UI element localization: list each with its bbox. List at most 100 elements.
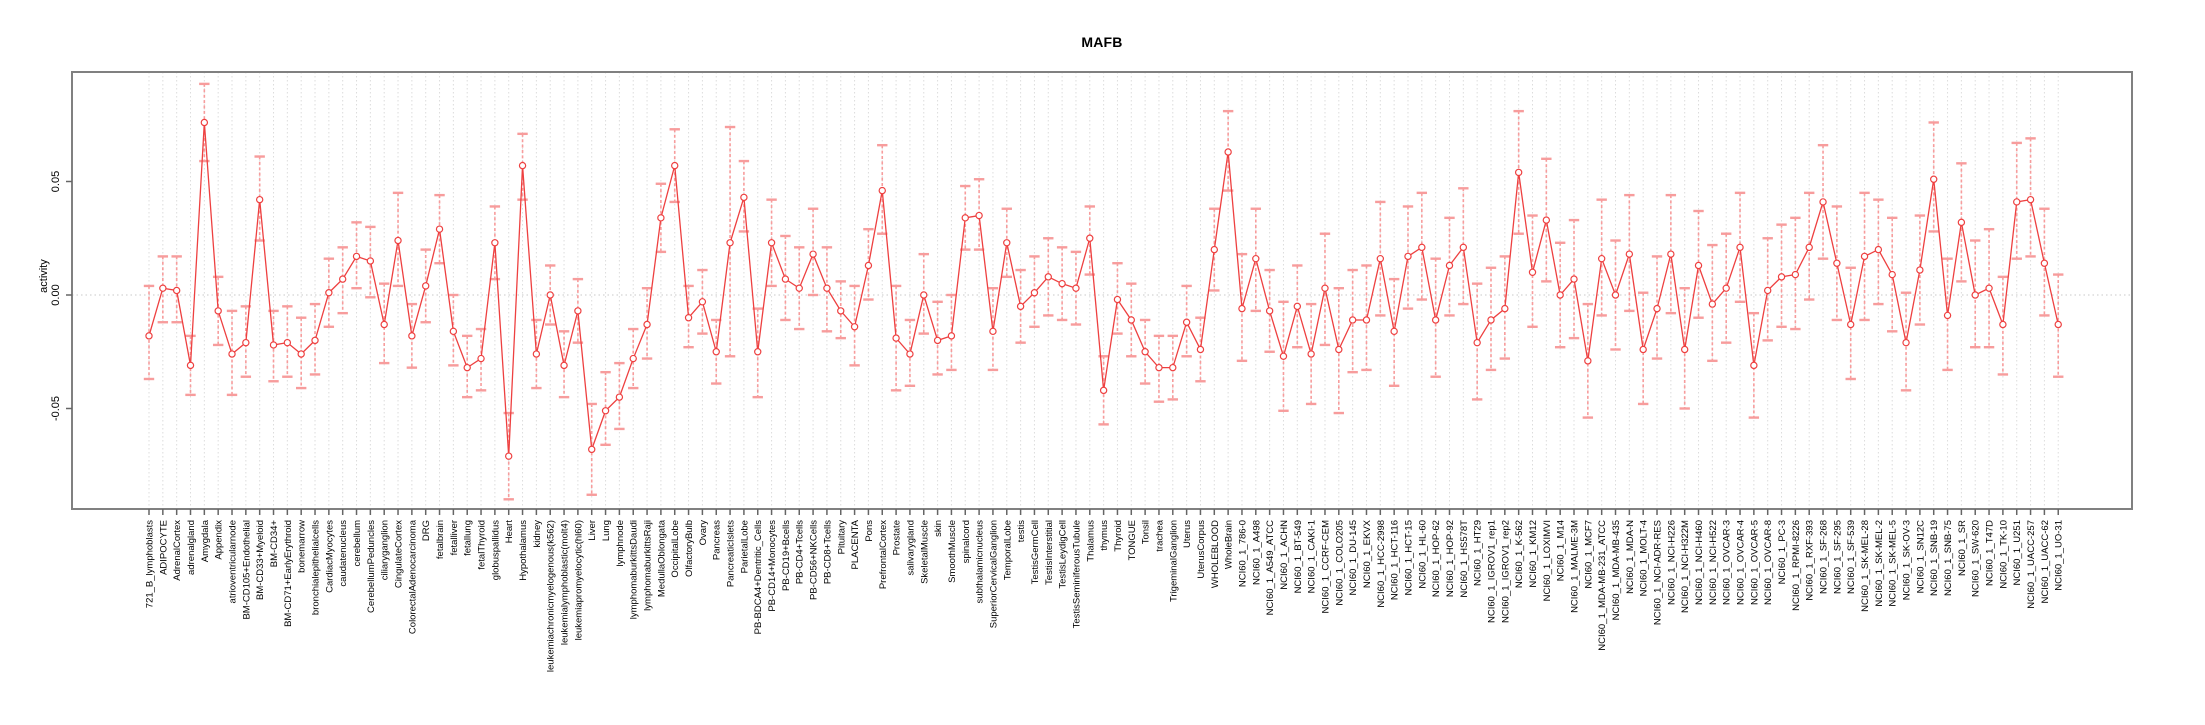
data-point-marker (878, 186, 886, 195)
gridlines (72, 72, 2132, 509)
data-point-marker (850, 323, 859, 331)
x-tick-label: NCI60_1_SF-268 (1819, 520, 1830, 594)
x-tick-label: NCI60_1_CCRF-CEM (1320, 520, 1331, 614)
data-point-marker (242, 338, 250, 347)
data-point-marker (1141, 348, 1149, 356)
data-point-marker (740, 193, 748, 202)
x-tick-label: NCI60_1_COLO205 (1334, 520, 1345, 606)
x-tick-label: NCI60_1_SK-OV-3 (1902, 520, 1913, 600)
data-point-marker (1930, 175, 1938, 183)
x-tick-label: NCI60_1_IGROV1_rep2 (1500, 520, 1511, 623)
x-tick-label: NCI60_1_MCF7 (1583, 520, 1594, 589)
x-tick-label: DRG (421, 520, 432, 541)
data-point-marker (463, 363, 471, 372)
x-tick-label: globuspallidus (490, 520, 501, 580)
x-tick-label: ciliaryganglion (380, 520, 391, 580)
x-tick-label: subthalamicnucleus (975, 520, 986, 604)
data-point-marker (1584, 357, 1592, 365)
data-point-marker (1597, 254, 1606, 263)
x-tick-label: skin (933, 520, 944, 537)
x-tick-label: Ovary (698, 520, 709, 546)
data-point-marker (228, 350, 236, 358)
data-point-marker (2040, 259, 2049, 267)
x-tick-label: leukemiachronicmyelogenous(k562) (546, 520, 557, 672)
x-tick-label: NCI60_1_OVCAR-4 (1736, 520, 1747, 605)
x-tick-label: BM-CD33+Myeloid (255, 520, 266, 600)
data-point-marker (1570, 275, 1578, 283)
x-tick-label: NCI60_1_HOP-92 (1445, 520, 1456, 597)
data-point-marker (947, 332, 956, 340)
x-tick-label: MedullaOblongata (656, 519, 667, 597)
x-tick-label: NCI60_1_DU-145 (1348, 520, 1359, 596)
data-point-marker (1376, 254, 1385, 263)
data-point-marker (338, 275, 347, 283)
x-tick-label: NCI60_1_HCC-2998 (1376, 520, 1387, 608)
x-tick-label: thymus (1099, 520, 1110, 551)
data-point-marker (657, 214, 665, 222)
data-point-marker (1404, 252, 1412, 261)
data-point-marker (1459, 243, 1468, 252)
x-tick-label: NCI60_1_SF-539 (1846, 520, 1857, 594)
x-tick-label: NCI60_1_A498 (1251, 520, 1262, 585)
data-point-marker (837, 307, 845, 315)
x-tick-label: NCI60_1_TK-10 (1998, 520, 2009, 589)
x-tick-label: PB-CD19+Bcells (781, 520, 792, 591)
x-tick-label: NCI60_1_MDA-N (1625, 520, 1636, 594)
y-tick-label: 0.05 (50, 171, 62, 192)
data-point-marker (1833, 259, 1841, 267)
x-tick-label: BM-CD34+ (269, 520, 280, 568)
x-tick-label: NCI60_1_HL-60 (1417, 520, 1428, 589)
data-point-marker (1999, 320, 2007, 329)
x-tick-label: NCI60_1_A549_ATCC (1265, 520, 1276, 616)
x-tick-label: PB-BDCA4+Dentritic_Cells (753, 520, 764, 635)
x-tick-label: NCI60_1_OVCAR-8 (1763, 520, 1774, 605)
data-point-marker (200, 118, 209, 127)
x-tick-label: NCI60_1_NCI-H322M (1680, 520, 1691, 613)
x-tick-label: Heart (504, 520, 515, 544)
data-point-marker (615, 393, 624, 401)
data-point-marker (1016, 302, 1025, 311)
x-tick-label: NCI60_1_HCT-15 (1403, 520, 1414, 596)
data-point-marker (712, 348, 720, 356)
data-point-marker (601, 407, 610, 415)
x-tick-label: NCI60_1_HCT-116 (1390, 520, 1401, 600)
x-tick-label: salivarygland (905, 520, 916, 575)
data-point-marker (809, 250, 817, 258)
data-point-marker (297, 350, 305, 358)
x-tick-label: NCI60_1_IGROV1_rep1 (1486, 520, 1497, 623)
x-tick-label: NCI60_1_HOP-62 (1431, 520, 1442, 597)
x-tick-label: BM-CD71+EarlyErythroid (283, 520, 294, 627)
data-point-marker (1805, 243, 1813, 252)
x-tick-label: Thalamus (1085, 520, 1096, 562)
x-tick-label: BM-CD105+Endothelial (241, 520, 252, 620)
data-point-marker (1902, 338, 1910, 347)
data-point-marker (698, 298, 707, 306)
data-point-marker (1985, 284, 1993, 292)
data-point-marker (477, 354, 485, 363)
data-point-marker (1182, 318, 1191, 326)
x-tick-label: Prostate (892, 520, 903, 555)
x-tick-label: fetalliver (449, 520, 460, 555)
data-point-marker (145, 332, 153, 340)
data-points (145, 118, 2062, 460)
x-tick-label: NCI60_1_SF-295 (1832, 520, 1843, 594)
x-tick-label: Uterus (1182, 520, 1193, 548)
x-tick-label: NCI60_1_NCI-H522 (1708, 520, 1719, 605)
data-point-marker (1238, 304, 1246, 313)
data-point-marker (435, 225, 444, 233)
data-point-marker (159, 284, 167, 292)
data-point-marker (1680, 345, 1689, 354)
data-point-marker (1113, 295, 1122, 304)
data-point-marker (1514, 168, 1523, 177)
data-point-marker (975, 211, 983, 220)
x-tick-label: TestisLeydigCell (1058, 520, 1069, 589)
data-point-marker (1265, 307, 1274, 315)
x-tick-label: NCI60_1_MDA-MB-435 (1611, 520, 1622, 620)
data-point-marker (1957, 218, 1966, 227)
data-point-marker (1390, 327, 1398, 336)
data-point-marker (172, 286, 181, 295)
x-tick-label: NCI60_1_SNB-19 (1929, 520, 1940, 596)
x-tick-label: Pituitary (836, 520, 847, 555)
